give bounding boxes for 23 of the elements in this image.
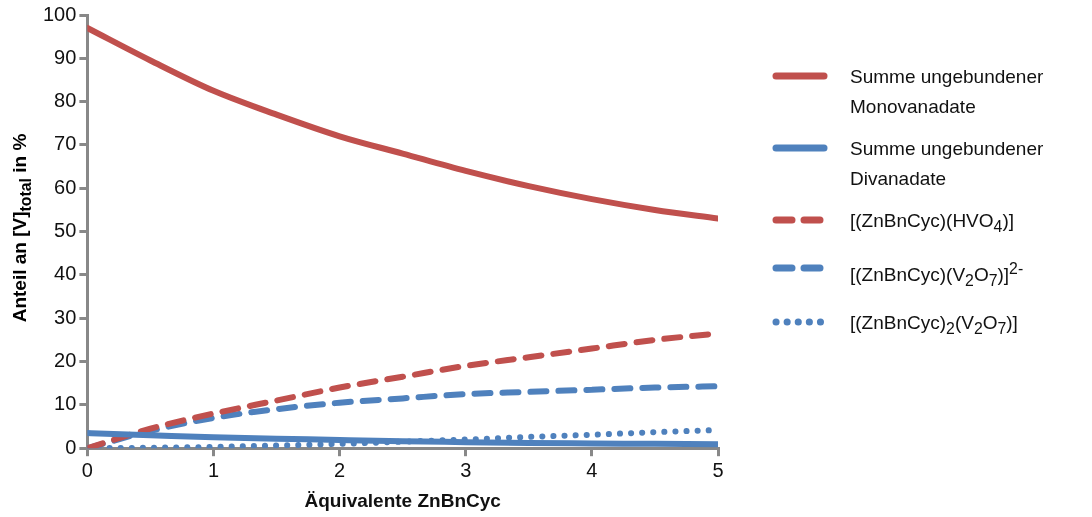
- legend-label: [(ZnBnCyc)(V$_{2}$O$_{7}$)]$^{2-}$: [850, 258, 1025, 291]
- x-axis-title: Äquivalente ZnBnCyc: [304, 489, 502, 511]
- y-tick-label: 80: [54, 89, 77, 112]
- y-tick-label: 90: [54, 45, 77, 68]
- x-tick-label: 4: [586, 458, 598, 481]
- y-tick-label: 100: [42, 2, 77, 25]
- y-tick-label: 30: [54, 305, 77, 328]
- x-tick-label: 3: [460, 458, 472, 481]
- y-tick-label: 40: [54, 262, 77, 285]
- x-tick-label: 5: [712, 458, 724, 481]
- legend-label: [(ZnBnCyc)(HVO$_{4}$)]: [850, 209, 1015, 237]
- x-tick-label: 2: [334, 458, 346, 481]
- legend-label: Summe ungebundener Divanadate: [850, 137, 1045, 191]
- x-tick-label: 0: [81, 458, 93, 481]
- y-tick-label: 20: [54, 349, 77, 372]
- y-tick-label: 10: [54, 392, 77, 415]
- y-tick-label: 60: [54, 175, 77, 198]
- y-tick-label: 70: [54, 132, 77, 155]
- y-tick-label: 0: [65, 435, 77, 458]
- legend-label: [(ZnBnCyc)$_{2}$(V$_{2}$O$_{7}$)]: [850, 310, 1019, 339]
- y-tick-label: 50: [54, 219, 77, 242]
- x-tick-label: 1: [207, 458, 220, 481]
- legend-label: Summe ungebundener Monovanadate: [850, 65, 1045, 119]
